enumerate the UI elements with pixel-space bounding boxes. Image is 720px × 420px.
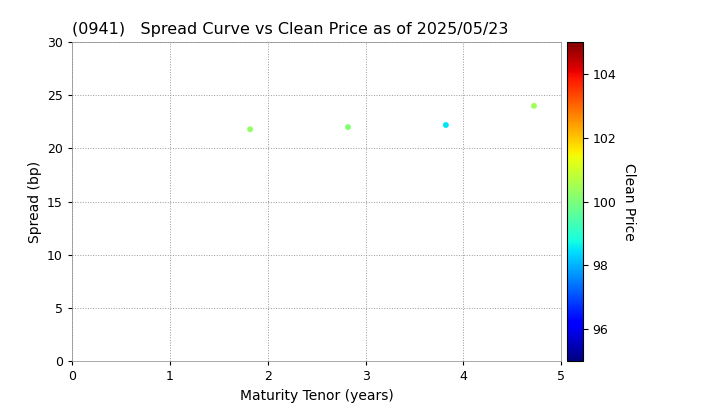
- Y-axis label: Spread (bp): Spread (bp): [27, 160, 42, 243]
- Point: [244, 126, 256, 133]
- Y-axis label: Clean Price: Clean Price: [621, 163, 636, 241]
- X-axis label: Maturity Tenor (years): Maturity Tenor (years): [240, 389, 394, 403]
- Point: [342, 124, 354, 131]
- Point: [440, 122, 451, 129]
- Text: (0941)   Spread Curve vs Clean Price as of 2025/05/23: (0941) Spread Curve vs Clean Price as of…: [72, 22, 508, 37]
- Point: [528, 102, 540, 109]
